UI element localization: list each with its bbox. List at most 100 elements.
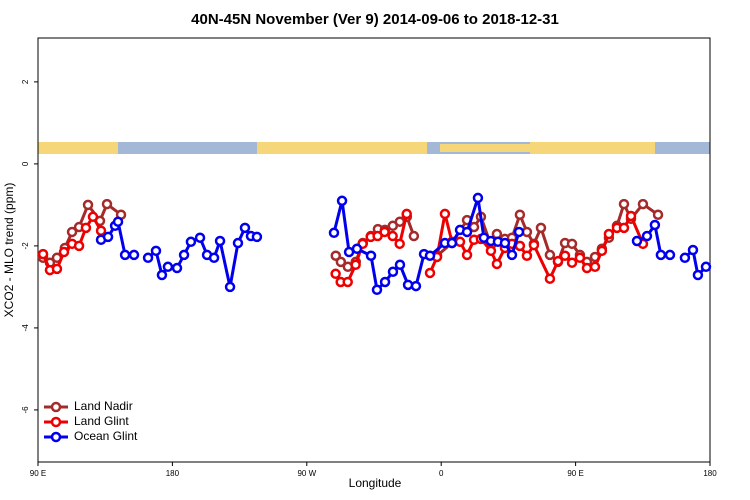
point bbox=[101, 198, 113, 210]
legend-label: Land Glint bbox=[74, 414, 129, 428]
point bbox=[566, 257, 578, 268]
y-tick-label: 0 bbox=[21, 161, 30, 166]
point bbox=[371, 284, 383, 296]
point bbox=[410, 280, 422, 292]
point bbox=[208, 252, 220, 264]
point bbox=[80, 222, 92, 234]
point bbox=[336, 195, 348, 207]
point bbox=[342, 276, 353, 288]
legend-marker bbox=[50, 431, 62, 443]
point bbox=[379, 226, 390, 238]
x-axis-label: Longitude bbox=[349, 476, 402, 490]
y-tick-label: -2 bbox=[21, 242, 30, 250]
land-ocean-strip bbox=[38, 142, 710, 154]
series-line bbox=[41, 212, 645, 284]
point bbox=[664, 249, 676, 261]
point bbox=[574, 252, 586, 264]
point bbox=[679, 252, 691, 264]
point bbox=[408, 230, 420, 242]
point bbox=[335, 256, 347, 268]
point bbox=[387, 266, 399, 277]
point bbox=[402, 279, 414, 291]
point bbox=[461, 226, 473, 238]
point bbox=[162, 261, 174, 273]
y-tick-label: 2 bbox=[21, 79, 30, 84]
x-tick-label: 180 bbox=[166, 469, 180, 478]
point bbox=[618, 222, 630, 234]
point bbox=[625, 210, 637, 222]
point bbox=[506, 249, 518, 261]
point bbox=[401, 208, 412, 220]
plot-frame bbox=[37, 37, 711, 463]
point bbox=[700, 261, 712, 273]
point bbox=[544, 273, 556, 284]
point bbox=[365, 250, 377, 261]
point bbox=[491, 258, 503, 270]
point bbox=[514, 209, 526, 220]
point bbox=[232, 237, 244, 249]
legend-label: Ocean Glint bbox=[74, 429, 138, 443]
point bbox=[51, 263, 63, 275]
point bbox=[58, 246, 70, 258]
point bbox=[87, 211, 99, 223]
x-tick-label: 90 W bbox=[297, 469, 316, 478]
point bbox=[178, 249, 190, 261]
point bbox=[544, 249, 556, 261]
point bbox=[637, 198, 649, 210]
point bbox=[351, 243, 363, 255]
point bbox=[566, 238, 578, 250]
legend-marker bbox=[50, 416, 62, 428]
point bbox=[603, 228, 615, 240]
point bbox=[424, 250, 436, 261]
y-tick-label: -4 bbox=[21, 324, 30, 332]
point bbox=[82, 199, 94, 211]
point bbox=[394, 259, 406, 271]
point bbox=[439, 208, 451, 220]
point bbox=[652, 209, 664, 220]
point bbox=[102, 231, 114, 243]
point bbox=[649, 219, 661, 231]
point bbox=[472, 192, 484, 204]
point bbox=[185, 236, 197, 248]
y-axis-label: XCO2 - MLO trend (ppm) bbox=[2, 183, 16, 318]
point bbox=[156, 269, 168, 281]
x-tick-label: 90 E bbox=[30, 469, 46, 478]
point bbox=[485, 245, 497, 257]
x-tick-label: 180 bbox=[703, 469, 717, 478]
point bbox=[581, 262, 593, 274]
point bbox=[446, 237, 458, 249]
point bbox=[66, 226, 78, 238]
point bbox=[95, 225, 107, 236]
x-tick-label: 0 bbox=[439, 469, 444, 478]
point bbox=[194, 232, 206, 243]
point bbox=[224, 281, 236, 293]
legend-label: Land Nadir bbox=[74, 399, 133, 413]
point bbox=[589, 261, 601, 273]
point bbox=[330, 268, 341, 280]
point bbox=[513, 226, 525, 238]
point bbox=[618, 198, 630, 210]
point bbox=[631, 235, 643, 247]
point bbox=[528, 239, 540, 251]
point bbox=[559, 250, 571, 261]
legend-marker bbox=[50, 401, 62, 413]
point bbox=[214, 235, 226, 247]
point bbox=[454, 236, 466, 248]
point bbox=[379, 276, 391, 288]
point bbox=[692, 269, 704, 281]
point bbox=[73, 240, 85, 252]
point bbox=[552, 255, 564, 267]
point bbox=[596, 245, 608, 257]
point bbox=[251, 231, 263, 243]
point bbox=[119, 249, 131, 261]
point bbox=[641, 230, 653, 242]
point bbox=[171, 262, 183, 274]
point bbox=[350, 259, 361, 271]
chart-title: 40N-45N November (Ver 9) 2014-09-06 to 2… bbox=[191, 11, 559, 28]
point bbox=[150, 245, 162, 257]
point bbox=[424, 267, 436, 279]
point bbox=[521, 250, 533, 261]
point bbox=[112, 216, 124, 227]
point bbox=[37, 248, 49, 260]
